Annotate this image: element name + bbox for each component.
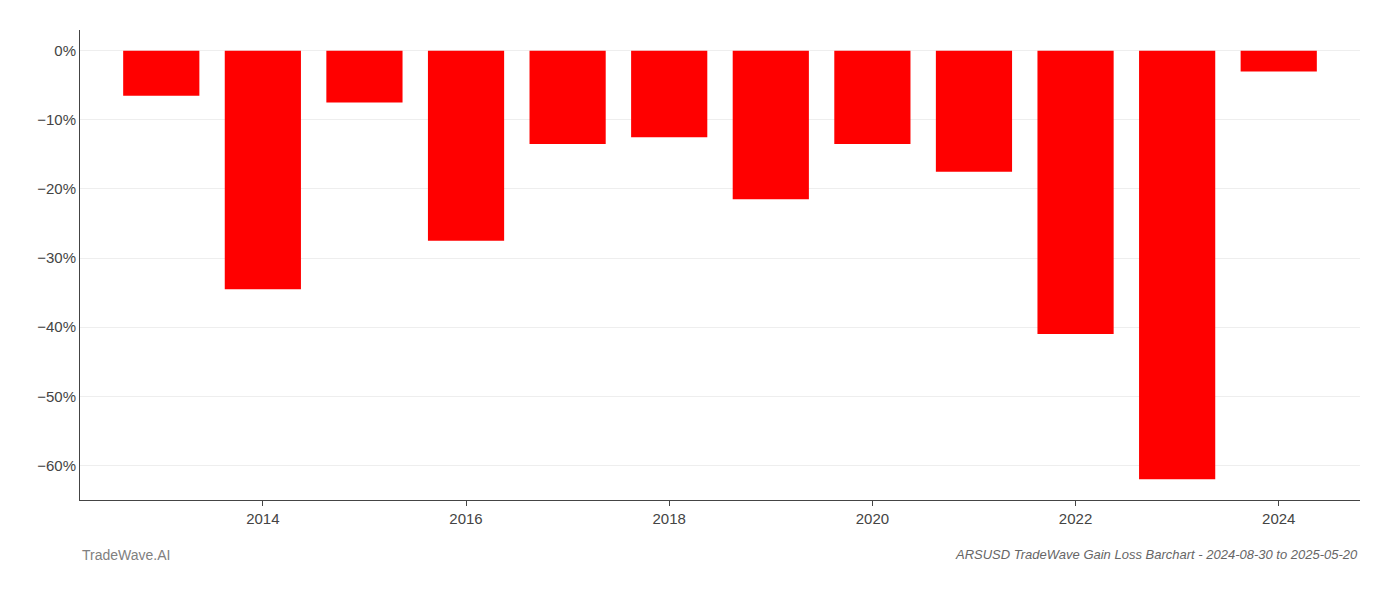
svg-text:TradeWave.AI: TradeWave.AI	[82, 547, 170, 563]
svg-text:2020: 2020	[856, 510, 889, 527]
svg-text:2016: 2016	[449, 510, 482, 527]
svg-text:2022: 2022	[1059, 510, 1092, 527]
svg-text:2024: 2024	[1262, 510, 1295, 527]
svg-text:2018: 2018	[653, 510, 686, 527]
svg-text:−30%: −30%	[37, 249, 76, 266]
svg-text:−60%: −60%	[37, 457, 76, 474]
svg-text:−10%: −10%	[37, 111, 76, 128]
svg-text:−20%: −20%	[37, 180, 76, 197]
svg-text:2014: 2014	[246, 510, 279, 527]
svg-text:ARSUSD TradeWave Gain Loss Bar: ARSUSD TradeWave Gain Loss Barchart - 20…	[955, 547, 1358, 562]
svg-text:−50%: −50%	[37, 388, 76, 405]
svg-text:0%: 0%	[54, 42, 76, 59]
svg-text:−40%: −40%	[37, 318, 76, 335]
